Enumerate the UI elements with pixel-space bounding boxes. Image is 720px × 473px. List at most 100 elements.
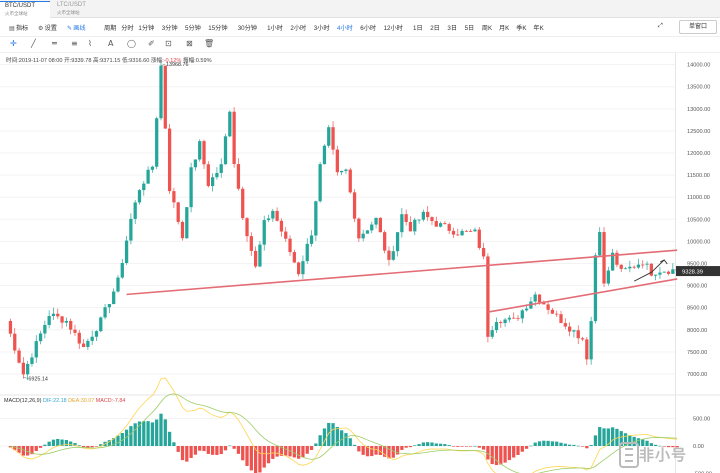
macd-histogram-bar <box>559 442 563 446</box>
macd-histogram-bar <box>232 446 236 449</box>
trendline-icon[interactable]: ╱ <box>31 39 36 48</box>
candle <box>546 304 550 310</box>
settings-button[interactable]: ⚙设置 <box>38 23 57 32</box>
interval-option[interactable]: 6小时 <box>360 25 377 32</box>
macd-histogram-bar <box>662 446 666 447</box>
candle <box>13 333 17 351</box>
low-value: 9316.60 <box>129 58 150 64</box>
macd-histogram-bar <box>94 446 99 447</box>
crosshair-icon[interactable]: ✛ <box>10 39 17 48</box>
indicator-label: 指标 <box>15 25 29 32</box>
candle <box>107 304 112 308</box>
trash-icon[interactable]: 🗑 <box>204 39 215 48</box>
macd-histogram-bar <box>469 446 473 447</box>
macd-histogram-bar <box>202 446 206 452</box>
macd-histogram-bar <box>331 423 335 446</box>
fib-icon[interactable]: ≡ <box>71 39 78 48</box>
interval-option[interactable]: 30分钟 <box>237 25 257 32</box>
trend-line[interactable] <box>487 278 678 313</box>
candle <box>580 338 585 340</box>
macd-histogram-bar <box>193 446 198 455</box>
brush-icon[interactable]: ✐ <box>148 39 155 48</box>
macd-histogram-bar <box>322 428 327 446</box>
macd-histogram-bar <box>327 422 331 446</box>
price-tick-label: 13500.00 <box>687 85 710 91</box>
macd-histogram-bar <box>438 443 443 446</box>
fullscreen-icon[interactable]: ⤢ <box>658 22 663 29</box>
ellipse-icon[interactable]: ◯ <box>127 39 136 48</box>
candle <box>69 320 73 330</box>
interval-option[interactable]: 分时 <box>121 25 134 32</box>
interval-option[interactable]: 1日 <box>413 25 423 32</box>
ruler-icon[interactable]: ⊡ <box>165 39 172 48</box>
macd-histogram-bar <box>279 446 284 456</box>
interval-option[interactable]: 3日 <box>447 25 458 32</box>
candle <box>90 336 94 341</box>
tab-subtitle: 火币全球站 <box>5 11 28 16</box>
candle <box>391 251 395 260</box>
macd-histogram-bar <box>555 441 559 446</box>
macd-histogram-bar <box>77 445 81 446</box>
watermark-text: 非小号 <box>639 447 688 464</box>
interval-option[interactable]: 月K <box>499 25 510 32</box>
macd-histogram-bar <box>499 446 503 465</box>
indicator-button[interactable]: ▤指标 <box>9 23 28 32</box>
interval-option[interactable]: 2小时 <box>290 25 307 32</box>
macd-histogram-bar <box>176 446 180 452</box>
interval-option[interactable]: 3分钟 <box>161 25 178 32</box>
candle <box>649 263 653 276</box>
chart-toolbar: ▤指标 ⚙设置 ✎画线 周期 分时 1分钟 3分钟 5分钟 15分钟 30分钟 1小时 2小时 3… <box>0 18 720 37</box>
interval-option[interactable]: 5日 <box>464 25 475 32</box>
lock-icon[interactable]: ⊠ <box>186 39 193 48</box>
interval-option[interactable]: 12小时 <box>383 25 403 32</box>
macd-histogram-bar <box>223 446 228 451</box>
open-label: 开: <box>64 58 72 64</box>
candle <box>245 218 249 237</box>
macd-histogram-bar <box>563 443 567 446</box>
macd-histogram-bar <box>86 446 90 448</box>
interval-option[interactable]: 年K <box>533 25 544 32</box>
macd-histogram-bar <box>503 446 507 463</box>
candle <box>671 269 675 274</box>
macd-histogram-bar <box>305 446 309 454</box>
macd-histogram-bar <box>451 446 456 447</box>
candle <box>335 149 339 173</box>
interval-option[interactable]: 2日 <box>430 25 440 32</box>
interval-option[interactable]: 1分钟 <box>138 25 155 32</box>
interval-option[interactable]: 3小时 <box>313 25 330 32</box>
interval-option[interactable]: 1小时 <box>267 25 283 32</box>
draw-button[interactable]: ✎画线 <box>67 23 86 32</box>
trend-line[interactable] <box>126 249 678 296</box>
horizontal-line-icon[interactable]: ═ <box>52 39 57 48</box>
candle <box>30 357 34 364</box>
text-icon[interactable]: A <box>108 39 114 48</box>
layout-select[interactable]: 单窗口 <box>679 20 717 34</box>
macd-histogram-bar <box>456 446 460 447</box>
macd-histogram-bar <box>236 446 241 454</box>
macd-histogram-bar <box>348 438 352 446</box>
macd-histogram-bar <box>477 446 481 448</box>
pen-icon[interactable]: ⌇ <box>88 39 92 48</box>
candle <box>598 232 602 256</box>
macd-histogram-bar <box>576 445 580 447</box>
interval-option[interactable]: 5分钟 <box>185 25 201 32</box>
macd-histogram-bar <box>142 421 146 446</box>
macd-histogram-bar <box>675 446 679 448</box>
macd-label-text: MACD: <box>95 398 114 404</box>
tab-btc-usdt[interactable]: BTC/USDT 火币全球站 <box>0 1 50 18</box>
interval-option[interactable]: 周期 <box>104 25 117 32</box>
interval-option[interactable]: 周K <box>481 25 493 32</box>
candle <box>60 316 64 323</box>
interval-option[interactable]: 15分钟 <box>208 25 228 32</box>
macd-histogram-bar <box>198 446 202 451</box>
candle <box>365 230 370 234</box>
macd-histogram-bar <box>598 427 602 446</box>
candle <box>542 302 546 305</box>
candle <box>47 316 51 325</box>
macd-value: -7.84 <box>113 398 126 404</box>
tab-ltc-usdt[interactable]: LTC/USDT 火币全球站 <box>52 1 102 18</box>
interval-option[interactable]: 季K <box>516 25 527 32</box>
macd-histogram-bar <box>628 435 632 446</box>
interval-option[interactable]: 4小时 <box>337 25 353 32</box>
